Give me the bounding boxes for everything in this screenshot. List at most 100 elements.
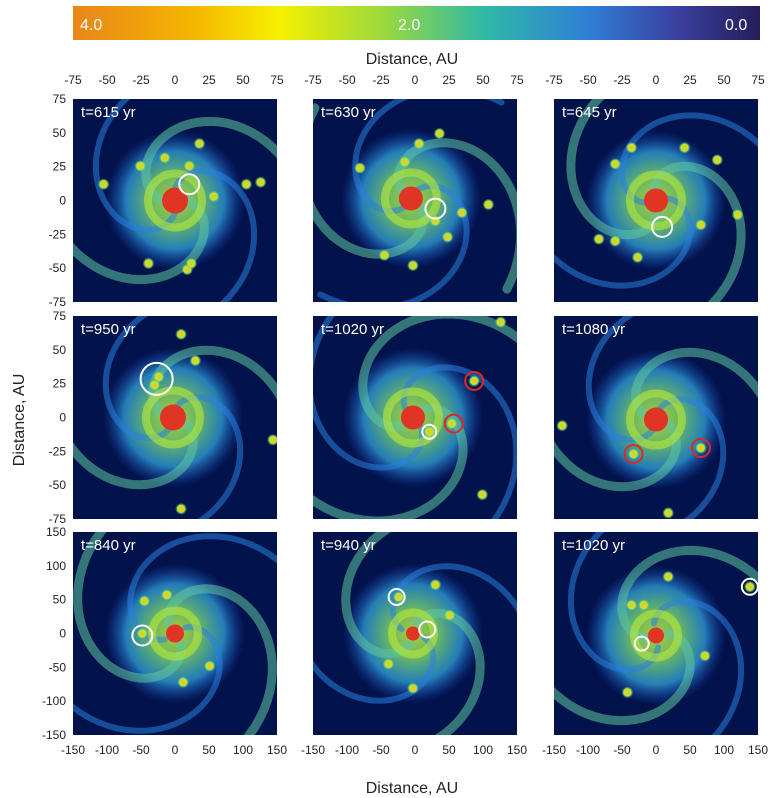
panel: t=1020 yr [313, 316, 517, 519]
fragment-clump [631, 251, 644, 264]
bottom-tick-label: 50 [442, 743, 456, 757]
spiral-arm [585, 316, 655, 443]
white-circle-marker [424, 197, 447, 220]
bottom-tick-label: 0 [653, 743, 660, 757]
top-tick-label: -50 [338, 73, 356, 87]
spiral-arm [554, 195, 694, 289]
fragment-clump [254, 176, 267, 189]
fragment-clump [175, 502, 188, 515]
spiral-arm [358, 316, 517, 432]
spiral-arm [341, 532, 414, 659]
fragment-clump [637, 599, 650, 612]
white-circle-marker [178, 173, 201, 196]
white-circle-marker [387, 587, 406, 606]
fragment-clump [207, 190, 220, 203]
bottom-tick-label: 150 [748, 743, 768, 757]
time-label: t=615 yr [81, 104, 136, 121]
top-tick-label: 25 [202, 73, 216, 87]
central-star [644, 188, 668, 213]
top-tick-label: -75 [304, 73, 322, 87]
colorbar-label-max: 4.0 [80, 17, 102, 34]
fragment-clump [625, 141, 638, 154]
density-map [313, 316, 517, 519]
fragment-clump [148, 379, 161, 392]
top-tick-label: -50 [579, 73, 597, 87]
bottom-tick-label: 100 [473, 743, 493, 757]
fragment-clump [175, 328, 188, 341]
left-tick-label: 50 [53, 343, 67, 357]
density-map [554, 316, 758, 519]
fragment-clump [413, 137, 426, 150]
fragment-clump [476, 488, 489, 501]
fragment-clump [185, 257, 198, 270]
top-tick-label: 25 [683, 73, 697, 87]
top-tick-label: 0 [653, 73, 660, 87]
red-circle-marker [464, 370, 485, 391]
time-label: t=840 yr [81, 537, 136, 554]
left-tick-label: 0 [59, 411, 66, 425]
left-tick-label: 50 [53, 593, 67, 607]
top-axis-title: Distance, AU [366, 51, 458, 68]
top-tick-label: -25 [613, 73, 631, 87]
fragment-clump [678, 141, 691, 154]
spiral-arm [618, 112, 758, 206]
bottom-tick-label: -50 [132, 743, 150, 757]
bottom-tick-label: -100 [576, 743, 600, 757]
fragment-clump [694, 441, 707, 454]
fragment-clump [97, 178, 110, 191]
bottom-tick-label: 0 [172, 743, 179, 757]
central-star [400, 405, 425, 430]
left-tick-label: -25 [49, 444, 67, 458]
top-tick-label: 0 [412, 73, 419, 87]
fragment-clump [378, 249, 391, 262]
spiral-arm [102, 316, 172, 441]
fragment-clump [193, 137, 206, 150]
fragment-clump [266, 433, 277, 446]
fragment-clump [482, 198, 495, 211]
red-circle-marker [690, 437, 711, 458]
left-tick-label: 75 [53, 92, 67, 106]
time-label: t=630 yr [321, 104, 376, 121]
left-tick-label: 0 [59, 194, 66, 208]
central-star [648, 627, 664, 644]
left-tick-label: -25 [49, 227, 67, 241]
red-circle-marker [443, 413, 464, 434]
top-tick-label: 0 [172, 73, 179, 87]
inner-ring [382, 387, 443, 448]
fragment-clump [429, 578, 442, 591]
time-label: t=950 yr [81, 321, 136, 338]
left-tick-label: 25 [53, 160, 67, 174]
fragment-clump [142, 257, 155, 270]
panel: t=940 yr [313, 532, 517, 735]
top-tick-labels: -75 -50 -25 0 25 50 75 -75 -50 -25 0 25 50 75 -75 -50 -2… [64, 73, 765, 87]
spiral-arm [657, 396, 727, 519]
fragment-clump [445, 417, 458, 430]
white-circle-marker [651, 215, 674, 238]
bottom-tick-label: -100 [95, 743, 119, 757]
panel: t=645 yr [554, 99, 758, 302]
fragment-clump [592, 233, 605, 246]
density-map [554, 99, 758, 302]
spiral-arm [73, 624, 223, 734]
spiral-arm [92, 99, 178, 233]
panel-grid: t=615 yr t=630 yr t=645 yr t=950 yr t=1020 y… [73, 99, 758, 735]
white-circle-marker [418, 620, 437, 639]
central-star [644, 407, 668, 432]
spiral-arm [352, 99, 505, 215]
top-tick-label: 75 [270, 73, 284, 87]
white-circle-marker [633, 635, 650, 652]
top-tick-label: -25 [372, 73, 390, 87]
white-circle-marker [421, 423, 438, 440]
inner-ring [141, 386, 204, 449]
colorbar: 4.0 2.0 0.0 [73, 6, 760, 40]
central-star [166, 624, 184, 643]
fragment-clump [183, 159, 196, 172]
time-label: t=940 yr [321, 537, 376, 554]
bottom-axis-title: Distance, AU [366, 780, 458, 797]
density-map [554, 532, 758, 735]
fragment-clump [711, 153, 724, 166]
fragment-clump [160, 588, 173, 601]
left-tick-labels: 7550250-25-50-757550250-25-50-7515010050… [42, 92, 66, 742]
inner-ring [626, 170, 686, 231]
fragment-clump [353, 162, 366, 175]
